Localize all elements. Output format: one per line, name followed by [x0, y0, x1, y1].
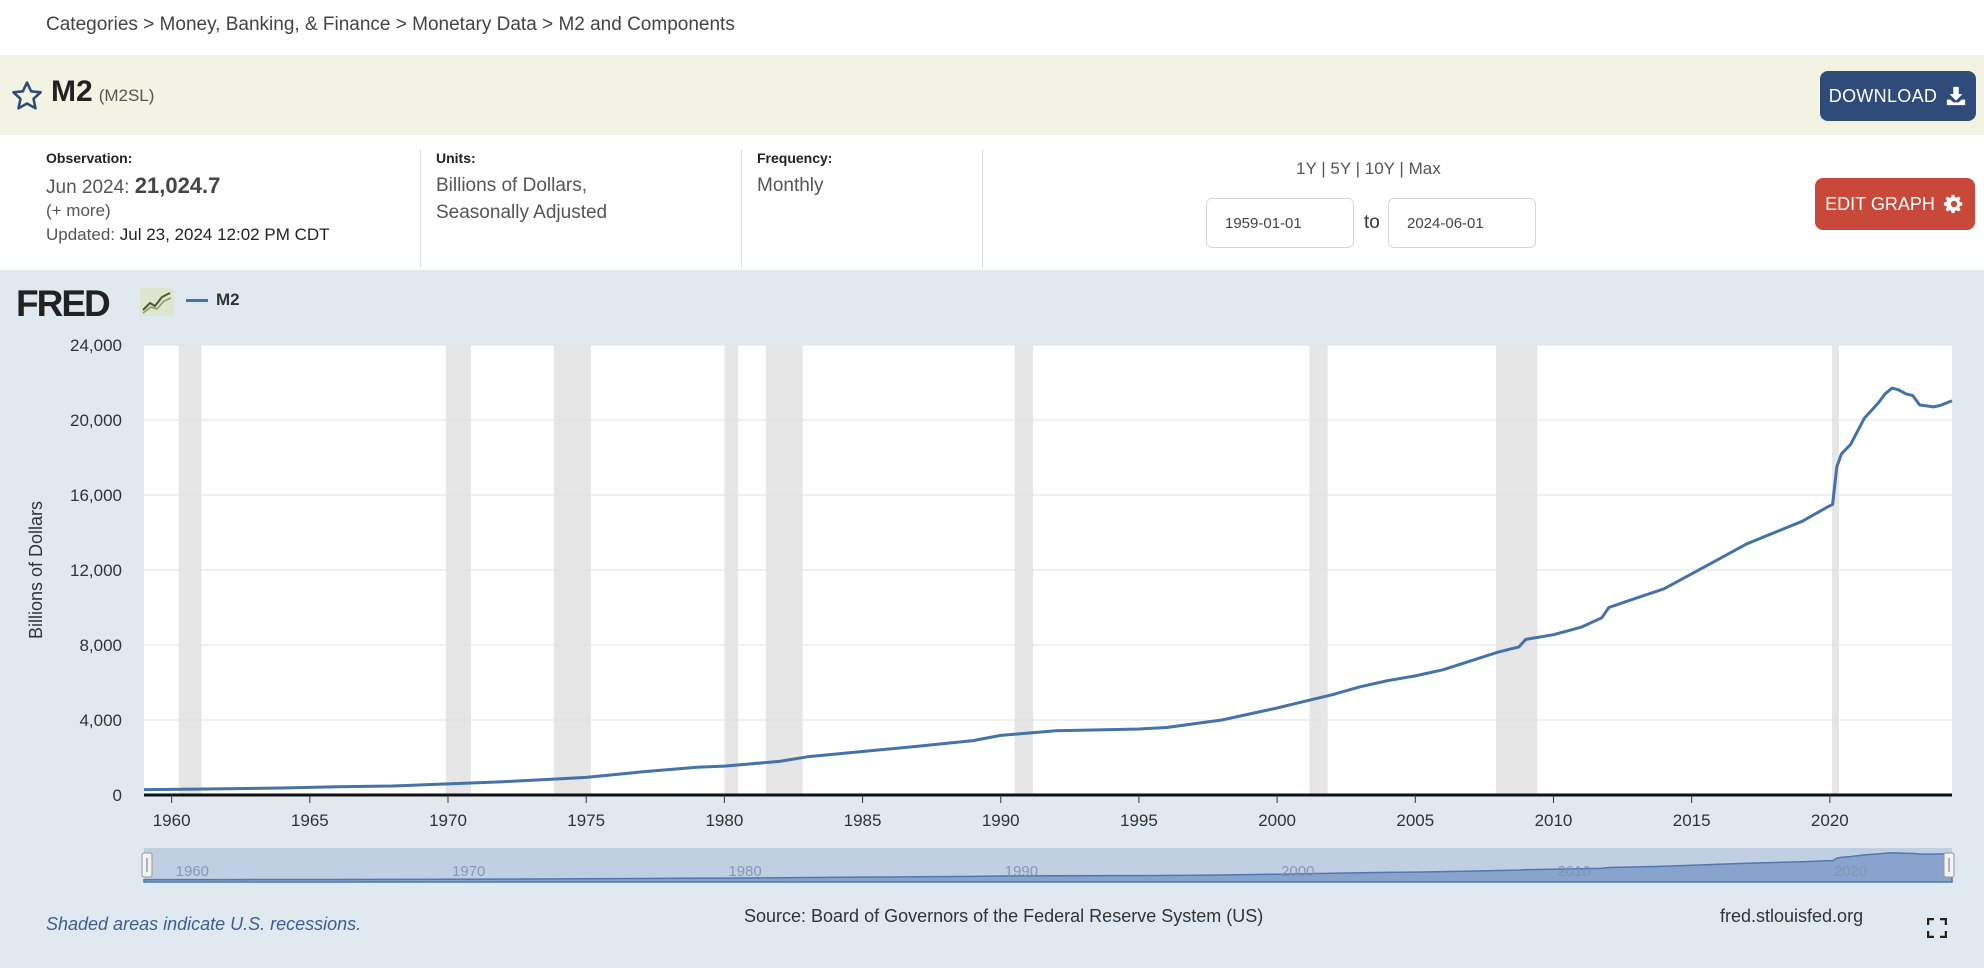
- updated-value: Jul 23, 2024 12:02 PM CDT: [119, 225, 330, 244]
- divider: [420, 150, 421, 268]
- range-10y[interactable]: 10Y: [1364, 159, 1395, 178]
- fullscreen-icon[interactable]: [1927, 918, 1947, 938]
- observation-value: 21,024.7: [134, 173, 221, 198]
- legend-swatch: [186, 298, 208, 302]
- range-separator: |: [1350, 159, 1365, 178]
- page-title: M2 (M2SL): [51, 75, 154, 109]
- line-chart-icon: [140, 288, 174, 316]
- frequency-label: Frequency:: [757, 150, 833, 166]
- star-icon[interactable]: [10, 79, 44, 113]
- more-observations-link[interactable]: (+ more): [46, 201, 111, 220]
- chart-panel: [0, 270, 1984, 968]
- frequency-value: Monthly: [757, 175, 824, 196]
- range-separator: |: [1394, 159, 1409, 178]
- breadcrumb-item-m2-components[interactable]: M2 and Components: [558, 14, 735, 35]
- download-label: DOWNLOAD: [1828, 85, 1938, 106]
- units-label: Units:: [436, 150, 476, 166]
- units-line1: Billions of Dollars,: [436, 175, 587, 196]
- series-title: M2: [51, 75, 93, 108]
- legend-label: M2: [216, 290, 240, 309]
- download-icon: [1947, 86, 1966, 106]
- site-url[interactable]: fred.stlouisfed.org: [1720, 906, 1864, 926]
- divider: [741, 150, 742, 268]
- range-1y[interactable]: 1Y: [1296, 159, 1317, 178]
- breadcrumb-separator: >: [390, 14, 413, 35]
- edit-graph-button[interactable]: EDIT GRAPH: [1815, 178, 1975, 230]
- edit-graph-label: EDIT GRAPH: [1825, 193, 1935, 214]
- recession-note: Shaded areas indicate U.S. recessions.: [46, 914, 362, 934]
- series-id: (M2SL): [98, 86, 155, 105]
- breadcrumb-item-money-banking-finance[interactable]: Money, Banking, & Finance: [159, 14, 391, 35]
- source-text: Source: Board of Governors of the Federa…: [744, 906, 1264, 926]
- range-5y[interactable]: 5Y: [1330, 159, 1351, 178]
- frequency-block: Frequency: Monthly: [757, 150, 832, 199]
- chart-legend: M2: [186, 290, 240, 310]
- series-title-bar: M2 (M2SL) DOWNLOAD: [0, 55, 1984, 135]
- date-range-presets: 1Y | 5Y | 10Y | Max: [1296, 159, 1441, 179]
- fred-logo[interactable]: FRED: [16, 283, 111, 324]
- end-date-input[interactable]: [1388, 198, 1536, 248]
- units-block: Units: Billions of Dollars, Seasonally A…: [436, 150, 607, 226]
- updated-label: Updated:: [46, 225, 115, 244]
- start-date-input[interactable]: [1206, 198, 1354, 248]
- divider: [982, 150, 983, 268]
- breadcrumb: Categories > Money, Banking, & Finance >…: [46, 14, 735, 36]
- download-button[interactable]: DOWNLOAD: [1820, 71, 1976, 121]
- observation-label: Observation:: [46, 150, 133, 166]
- gear-icon: [1943, 194, 1963, 214]
- units-line2: Seasonally Adjusted: [436, 202, 608, 223]
- breadcrumb-item-monetary-data[interactable]: Monetary Data: [412, 14, 537, 35]
- breadcrumb-separator: >: [536, 14, 559, 35]
- breadcrumb-separator: >: [137, 14, 160, 35]
- range-max[interactable]: Max: [1408, 159, 1441, 178]
- breadcrumb-item-categories[interactable]: Categories: [46, 14, 138, 35]
- observation-date: Jun 2024:: [46, 177, 130, 198]
- range-separator: |: [1316, 159, 1331, 178]
- to-label: to: [1364, 212, 1380, 233]
- observation-block: Observation: Jun 2024: 21,024.7 (+ more)…: [46, 150, 330, 245]
